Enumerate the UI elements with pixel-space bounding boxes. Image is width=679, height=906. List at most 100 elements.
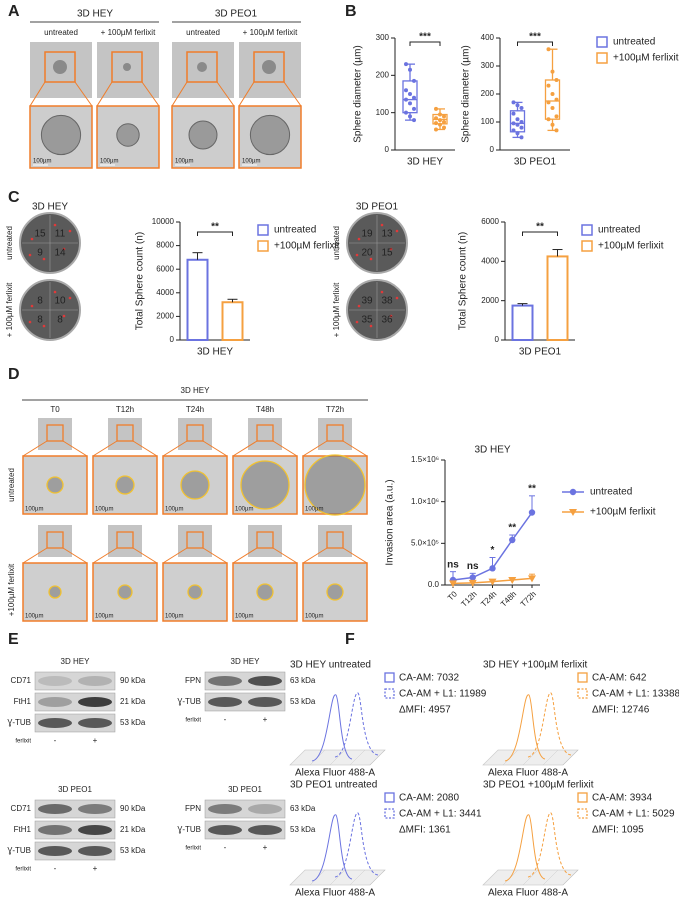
panel-label: C xyxy=(8,189,20,206)
y-tick-label: 0 xyxy=(495,335,500,344)
disc-title: 3D PEO1 xyxy=(356,202,399,213)
micrograph xyxy=(38,418,72,450)
data-point xyxy=(442,120,446,124)
sphere-dot xyxy=(53,290,57,294)
data-point xyxy=(515,131,520,136)
marker xyxy=(528,575,536,583)
legend-swatch xyxy=(577,688,588,699)
lane-label: - xyxy=(224,715,227,724)
y-axis-label: Sphere diameter (µm) xyxy=(353,45,364,142)
legend-label: untreated xyxy=(590,487,632,498)
zoom-frame xyxy=(116,424,134,442)
floor-line xyxy=(482,869,499,886)
blot-band xyxy=(38,697,72,707)
row-label: untreated xyxy=(5,226,14,260)
protein-label: FtH1 xyxy=(14,697,32,706)
zoom-frame xyxy=(186,424,204,442)
sphere xyxy=(116,123,140,147)
histogram-curve xyxy=(527,812,572,878)
floor-line xyxy=(482,749,499,766)
blot-band xyxy=(208,697,242,707)
timepoint-label: T0 xyxy=(50,405,60,414)
legend-label: CA-AM: 2080 xyxy=(399,793,459,804)
sphere-dot xyxy=(62,314,66,318)
legend-label: CA-AM + L1: 3441 xyxy=(399,809,482,820)
sphere-dot xyxy=(53,223,57,227)
legend-label: CA-AM: 7032 xyxy=(399,673,459,684)
lane-label: - xyxy=(54,736,57,745)
data-point xyxy=(511,128,516,133)
significance-label: *** xyxy=(529,32,541,43)
data-point xyxy=(546,117,551,122)
y-tick-label: 100 xyxy=(481,117,495,126)
legend-label: untreated xyxy=(274,225,316,236)
legend-label: +100µM ferlixit xyxy=(598,241,664,252)
sphere-dot xyxy=(355,253,359,257)
group-title: 3D HEY xyxy=(77,9,113,20)
treatment-label: ferlixit xyxy=(185,718,201,724)
invasion-area xyxy=(304,454,366,516)
zoom-frame xyxy=(116,531,134,549)
zoom-line xyxy=(238,81,255,107)
invasion-area xyxy=(48,585,62,599)
zoom-line xyxy=(22,440,48,457)
x-tick-label: T24h xyxy=(479,590,498,609)
axis-label: Alexa Fluor 488-A xyxy=(488,768,568,779)
scale-bar-label: 100µm xyxy=(235,507,253,513)
data-point xyxy=(404,110,408,115)
blot-band xyxy=(38,804,72,814)
x-tick-label: 3D HEY xyxy=(197,347,233,358)
micrograph xyxy=(318,525,352,557)
protein-label: Ɣ-TUB xyxy=(177,825,201,834)
data-point xyxy=(412,78,416,83)
legend-label: CA-AM + L1: 5029 xyxy=(592,809,675,820)
sphere-dot xyxy=(42,257,46,261)
timepoint-label: T48h xyxy=(256,405,274,414)
data-point xyxy=(519,125,524,130)
data-point xyxy=(515,117,520,122)
blot-band xyxy=(248,825,282,835)
zoom-line xyxy=(202,440,228,457)
zoom-frame xyxy=(44,51,76,83)
blot-title: 3D PEO1 xyxy=(228,785,262,794)
panel-label: E xyxy=(8,631,19,648)
y-tick-label: 4000 xyxy=(481,256,499,265)
sphere-dot xyxy=(357,304,361,308)
zoom-frame xyxy=(253,51,285,83)
quadrant-count: 8 xyxy=(37,296,43,307)
y-tick-label: 200 xyxy=(376,70,390,79)
y-axis-label: Invasion area (a.u.) xyxy=(385,479,396,565)
histogram-curve xyxy=(334,812,379,878)
invasion-area xyxy=(187,584,203,600)
scale-bar-label: 100µm xyxy=(95,507,113,513)
blot-title: 3D HEY xyxy=(61,657,91,666)
invasion-area xyxy=(46,476,64,494)
data-point xyxy=(511,111,516,116)
zoom-line xyxy=(132,440,158,457)
invasion-area xyxy=(256,583,274,601)
zoom-line xyxy=(162,440,188,457)
zoom-line xyxy=(132,547,158,564)
legend-label: untreated xyxy=(613,37,655,48)
zoom-line xyxy=(162,547,188,564)
data-point xyxy=(434,106,438,111)
zoom-line xyxy=(302,547,328,564)
micrograph xyxy=(178,525,212,557)
condition-label: + 100µM ferlixit xyxy=(101,28,156,37)
x-tick-label: 3D PEO1 xyxy=(514,157,557,168)
y-tick-label: 8000 xyxy=(156,241,174,250)
blot-band xyxy=(208,676,242,686)
legend-label: +100µM ferlixit xyxy=(590,507,656,518)
blot-band xyxy=(248,804,282,814)
sphere-dot xyxy=(42,324,46,328)
scale-bar-label: 100µm xyxy=(242,159,260,165)
y-tick-label: 100 xyxy=(376,108,390,117)
zoom-line xyxy=(62,547,88,564)
plot-title: 3D PEO1 untreated xyxy=(290,780,377,791)
treatment-label: ferlixit xyxy=(15,867,31,873)
scale-bar-label: 100µm xyxy=(165,507,183,513)
zoom-frame xyxy=(186,531,204,549)
panel-label: A xyxy=(8,3,20,20)
bar xyxy=(186,258,209,342)
invasion-area xyxy=(117,584,133,600)
